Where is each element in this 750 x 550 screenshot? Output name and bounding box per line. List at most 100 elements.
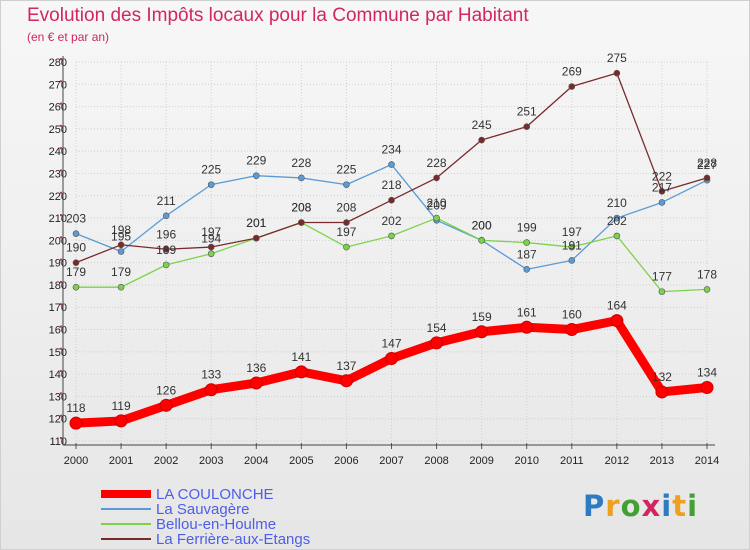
proxiti-logo: Proxiti <box>583 489 698 523</box>
data-label-la-ferriere-aux-etangs: 218 <box>381 178 401 192</box>
data-point-la-sauvagere <box>117 248 125 255</box>
data-point-bellou-en-houlme <box>388 232 395 240</box>
data-point-bellou-en-houlme <box>478 237 485 244</box>
data-label-la-ferriere-aux-etangs: 228 <box>697 156 717 170</box>
data-label-bellou-en-houlme: 200 <box>472 218 492 232</box>
data-label-la-ferriere-aux-etangs: 201 <box>246 216 266 230</box>
data-label-la-coulonche: 164 <box>607 299 627 313</box>
data-point-la-ferriere-aux-etangs <box>343 219 350 226</box>
data-label-la-sauvagere: 225 <box>201 163 221 177</box>
data-point-la-sauvagere <box>72 230 80 237</box>
data-point-la-ferriere-aux-etangs <box>433 174 440 182</box>
data-label-la-sauvagere: 229 <box>246 154 266 168</box>
y-tick-label: 230 <box>49 168 67 180</box>
data-label-la-sauvagere: 227 <box>697 158 717 172</box>
x-tick-label: 2005 <box>289 455 313 467</box>
data-point-bellou-en-houlme <box>72 283 80 291</box>
data-label-la-coulonche: 147 <box>381 337 401 351</box>
data-label-la-sauvagere: 217 <box>652 180 672 194</box>
data-point-bellou-en-houlme <box>568 243 576 251</box>
data-point-la-coulonche <box>430 336 444 350</box>
data-point-la-ferriere-aux-etangs <box>72 259 80 266</box>
x-tick-label: 2010 <box>514 455 538 467</box>
data-point-la-ferriere-aux-etangs <box>162 245 170 253</box>
x-tick-label: 2009 <box>469 455 493 467</box>
data-point-la-ferriere-aux-etangs <box>568 83 576 90</box>
y-tick-label: 120 <box>49 414 67 426</box>
x-tick-label: 2004 <box>244 455 268 467</box>
data-point-la-coulonche <box>565 323 579 337</box>
chart-subtitle: (en € et par an) <box>27 30 110 44</box>
chart-title: Evolution des Impôts locaux pour la Comm… <box>27 5 529 26</box>
data-point-la-ferriere-aux-etangs <box>658 188 666 195</box>
data-label-la-coulonche: 132 <box>652 370 672 384</box>
data-point-la-coulonche <box>610 314 624 328</box>
data-point-bellou-en-houlme <box>658 288 666 295</box>
x-tick-label: 2000 <box>64 455 88 467</box>
data-label-la-ferriere-aux-etangs: 208 <box>336 201 356 215</box>
data-label-bellou-en-houlme: 179 <box>111 265 131 279</box>
logo-letter: o <box>620 489 642 523</box>
data-point-la-ferriere-aux-etangs <box>703 174 711 182</box>
data-point-la-coulonche <box>520 320 534 334</box>
data-point-la-sauvagere <box>298 174 305 182</box>
data-label-la-sauvagere: 209 <box>427 198 447 212</box>
data-label-la-sauvagere: 228 <box>291 156 311 170</box>
data-point-la-coulonche <box>204 383 218 397</box>
data-point-la-coulonche <box>69 416 83 430</box>
data-point-la-sauvagere <box>207 181 215 188</box>
y-tick-label: 110 <box>49 436 67 448</box>
data-label-bellou-en-houlme: 208 <box>291 201 311 215</box>
data-point-la-coulonche <box>655 385 669 399</box>
data-point-la-sauvagere <box>658 199 666 206</box>
data-label-la-sauvagere: 203 <box>66 212 86 226</box>
data-label-la-sauvagere: 225 <box>336 163 356 177</box>
data-point-la-ferriere-aux-etangs <box>523 123 531 130</box>
data-point-la-sauvagere <box>343 181 350 188</box>
data-label-la-coulonche: 137 <box>336 359 356 373</box>
data-label-la-sauvagere: 234 <box>381 143 401 157</box>
data-point-la-ferriere-aux-etangs <box>613 69 621 77</box>
data-point-la-sauvagere <box>568 257 576 264</box>
data-label-la-coulonche: 154 <box>427 321 447 335</box>
x-tick-label: 2007 <box>379 455 403 467</box>
logo-letter: x <box>641 489 662 523</box>
legend-label-la-sauvagere: La Sauvagère <box>156 501 249 518</box>
data-label-la-coulonche: 119 <box>112 399 131 413</box>
data-label-la-sauvagere: 195 <box>111 230 131 244</box>
x-tick-label: 2011 <box>560 455 584 467</box>
x-tick-label: 2012 <box>605 455 629 467</box>
data-point-la-ferriere-aux-etangs <box>252 234 260 242</box>
data-label-la-sauvagere: 191 <box>562 238 582 252</box>
data-label-la-ferriere-aux-etangs: 228 <box>427 156 447 170</box>
data-point-la-sauvagere <box>613 214 621 222</box>
data-label-la-coulonche: 118 <box>66 401 85 415</box>
data-label-la-coulonche: 134 <box>697 365 717 379</box>
data-label-la-ferriere-aux-etangs: 197 <box>201 225 221 239</box>
data-label-la-ferriere-aux-etangs: 269 <box>562 65 582 79</box>
data-label-layer: 203 195 211 225 229 228 225 234 209 200 187 191 210 2… <box>66 51 717 415</box>
data-label-la-coulonche: 161 <box>517 305 537 319</box>
data-label-la-coulonche: 160 <box>562 308 582 322</box>
data-label-la-sauvagere: 187 <box>517 247 537 261</box>
data-label-la-coulonche: 133 <box>201 368 221 382</box>
logo-letter: P <box>583 489 606 523</box>
data-label-bellou-en-houlme: 189 <box>156 243 176 257</box>
logo-letter: i <box>687 489 699 523</box>
data-label-la-sauvagere: 210 <box>607 196 627 210</box>
y-tick-label: 250 <box>49 124 67 136</box>
data-label-la-ferriere-aux-etangs: 251 <box>517 105 537 119</box>
data-label-la-ferriere-aux-etangs: 222 <box>652 169 672 183</box>
x-tick-label: 2002 <box>154 455 178 467</box>
data-label-la-coulonche: 141 <box>291 350 311 364</box>
data-point-la-coulonche <box>385 352 398 366</box>
data-label-la-coulonche: 126 <box>156 383 176 397</box>
data-label-bellou-en-houlme: 197 <box>336 225 356 239</box>
data-point-bellou-en-houlme <box>162 261 170 269</box>
data-label-la-ferriere-aux-etangs: 190 <box>66 241 86 255</box>
data-point-la-coulonche <box>339 374 353 388</box>
data-point-la-coulonche <box>249 376 263 390</box>
y-tick-label: 130 <box>49 391 67 403</box>
